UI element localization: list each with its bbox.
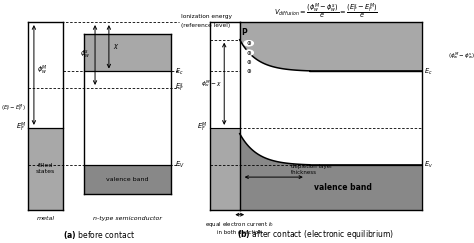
Circle shape (244, 50, 254, 55)
Text: (reference level): (reference level) (182, 23, 231, 28)
Text: depletion layer
thickness: depletion layer thickness (291, 165, 332, 175)
Polygon shape (240, 134, 422, 210)
Text: $(\phi_w^M - \phi_w^s)$: $(\phi_w^M - \phi_w^s)$ (448, 50, 474, 61)
Text: $\mathbf{(b)}$ after contact (electronic equilibrium): $\mathbf{(b)}$ after contact (electronic… (237, 228, 394, 241)
Circle shape (244, 69, 254, 74)
Text: P: P (241, 28, 246, 37)
Text: $(E_F^s - E_F^M)$: $(E_F^s - E_F^M)$ (1, 103, 26, 113)
Text: equal electron current $I_0$
in both direction: equal electron current $I_0$ in both dir… (205, 220, 274, 235)
Text: $\oplus$: $\oplus$ (246, 68, 252, 75)
Circle shape (244, 59, 254, 65)
Text: n-type semiconductor: n-type semiconductor (93, 216, 162, 221)
Bar (83, 34, 171, 71)
Text: $E_F^M$: $E_F^M$ (197, 121, 208, 134)
Bar (28, 128, 63, 210)
Bar (83, 165, 171, 193)
Text: $E_c$: $E_c$ (424, 66, 433, 77)
Text: valence band: valence band (106, 177, 149, 182)
Text: filled
states: filled states (36, 163, 55, 174)
Text: $\chi$: $\chi$ (113, 42, 119, 51)
Text: $E_F^s$: $E_F^s$ (174, 82, 183, 94)
Text: $E_v$: $E_v$ (424, 160, 433, 170)
Text: $\mathbf{(a)}$ before contact: $\mathbf{(a)}$ before contact (64, 229, 136, 241)
Text: $\oplus$: $\oplus$ (246, 58, 252, 66)
Polygon shape (240, 22, 422, 71)
Text: $\phi_w^M - \chi$: $\phi_w^M - \chi$ (201, 78, 222, 89)
Text: $\phi_w^M$: $\phi_w^M$ (37, 64, 47, 77)
Text: $E_F^M$: $E_F^M$ (16, 121, 26, 134)
Text: $\oplus$: $\oplus$ (246, 39, 252, 47)
Bar (210, 128, 240, 210)
Text: Ionization energy: Ionization energy (182, 14, 232, 19)
Text: $\oplus$: $\oplus$ (246, 49, 252, 57)
Text: $\phi_w^s$: $\phi_w^s$ (80, 49, 90, 61)
Text: $E_c$: $E_c$ (174, 66, 183, 77)
Text: $V_{diffusion} = \dfrac{(\phi_w^M - \phi_w^s)}{e} = \dfrac{(E_F^s - E_F^M)}{e}$: $V_{diffusion} = \dfrac{(\phi_w^M - \phi… (274, 2, 378, 21)
Text: metal: metal (36, 216, 55, 221)
Text: $E_V$: $E_V$ (174, 160, 184, 170)
Text: valence band: valence band (314, 183, 372, 192)
Circle shape (244, 40, 254, 46)
